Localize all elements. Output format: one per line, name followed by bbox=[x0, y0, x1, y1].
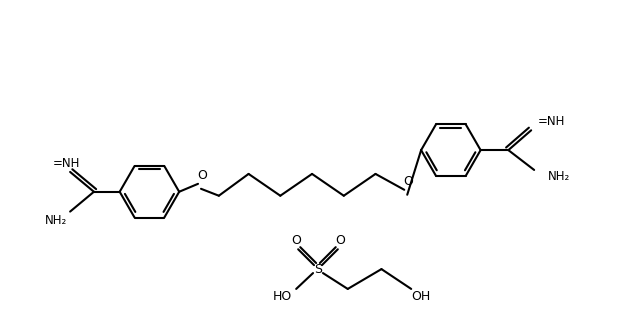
Text: =NH: =NH bbox=[538, 115, 566, 128]
Text: O: O bbox=[403, 175, 413, 188]
Text: S: S bbox=[314, 263, 322, 276]
Text: NH₂: NH₂ bbox=[548, 170, 570, 183]
Text: O: O bbox=[197, 169, 207, 182]
Text: OH: OH bbox=[411, 290, 431, 303]
Text: HO: HO bbox=[272, 290, 292, 303]
Text: NH₂: NH₂ bbox=[45, 214, 67, 227]
Text: O: O bbox=[291, 234, 301, 247]
Text: O: O bbox=[335, 234, 345, 247]
Text: =NH: =NH bbox=[53, 157, 80, 171]
